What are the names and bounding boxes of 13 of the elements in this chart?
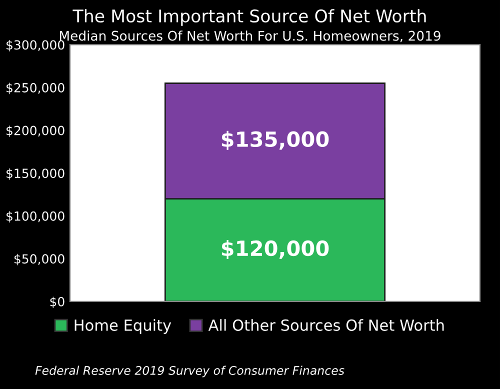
y-tick-label: $0	[50, 296, 64, 308]
data-label: $135,000	[222, 130, 329, 150]
y-tick-label: $250,000	[6, 82, 64, 94]
chart-title: The Most Important Source Of Net Worth	[72, 9, 426, 26]
y-tick-label: $50,000	[14, 254, 64, 266]
legend-label: All Other Sources Of Net Worth	[208, 319, 444, 331]
y-tick-label: $150,000	[6, 168, 64, 180]
legend-label: Home Equity	[74, 319, 172, 334]
text: Federal Reserve 2019 Survey of Consumer Finances	[35, 366, 344, 378]
y-tick-label: $100,000	[6, 211, 64, 222]
data-label: $120,000	[222, 240, 329, 259]
y-tick-label: $300,000	[6, 40, 64, 52]
y-tick-label: $200,000	[6, 126, 64, 137]
